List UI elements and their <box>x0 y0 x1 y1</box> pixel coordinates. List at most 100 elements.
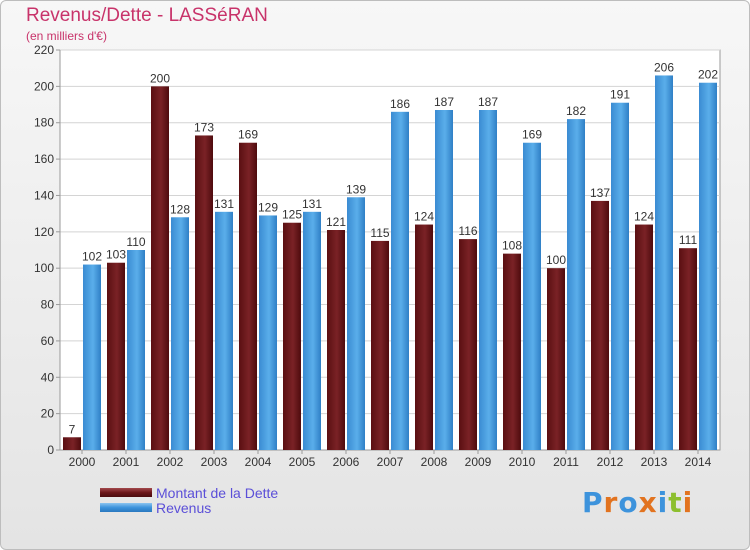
bar-debt <box>239 142 257 450</box>
bar-revenue <box>611 102 629 451</box>
data-label-revenue: 202 <box>698 68 718 82</box>
bar-revenue <box>655 75 673 451</box>
bar-debt <box>415 224 433 450</box>
bar-debt <box>635 224 653 450</box>
logo-letter: P <box>582 486 604 519</box>
y-tick-label: 120 <box>34 225 54 239</box>
x-tick-label: 2001 <box>113 455 140 469</box>
data-label-revenue: 186 <box>390 97 410 111</box>
chart-title: Revenus/Dette - LASSéRAN <box>26 5 268 26</box>
y-tick-label: 200 <box>34 79 54 93</box>
x-tick-label: 2004 <box>245 455 272 469</box>
bar-revenue <box>479 110 497 450</box>
x-tick-label: 2010 <box>509 455 536 469</box>
data-label-revenue: 131 <box>302 197 322 211</box>
data-label-revenue: 102 <box>82 250 102 264</box>
legend-item-debt: Montant de la Dette <box>100 484 279 501</box>
logo-letter: x <box>638 486 658 519</box>
legend-swatch-debt <box>100 488 152 497</box>
proxiti-logo: Proxiti <box>582 486 693 519</box>
x-tick-label: 2012 <box>597 455 624 469</box>
y-tick-label: 40 <box>41 370 55 384</box>
bar-debt <box>371 240 389 450</box>
data-label-revenue: 129 <box>258 200 278 214</box>
logo-letter: t <box>668 486 683 519</box>
data-label-debt: 115 <box>370 226 389 240</box>
data-label-debt: 124 <box>414 210 434 224</box>
logo-letter: i <box>657 486 669 519</box>
bar-debt <box>327 230 345 450</box>
data-label-debt: 108 <box>502 239 522 253</box>
legend-item-revenue: Revenus <box>100 500 278 516</box>
x-tick-label: 2007 <box>377 455 404 469</box>
x-tick-label: 2011 <box>553 455 579 469</box>
data-label-debt: 103 <box>106 248 126 262</box>
data-label-revenue: 187 <box>434 95 454 109</box>
y-tick-label: 80 <box>41 298 55 312</box>
logo-letter: r <box>603 486 619 519</box>
y-tick-label: 180 <box>34 116 54 130</box>
bar-debt <box>195 135 213 451</box>
x-tick-label: 2008 <box>421 455 448 469</box>
data-label-debt: 124 <box>634 210 654 224</box>
bar-debt <box>151 86 169 450</box>
data-label-debt: 173 <box>194 120 214 134</box>
x-tick-label: 2003 <box>201 455 228 469</box>
x-tick-label: 2013 <box>641 455 668 469</box>
bar-revenue <box>435 110 453 450</box>
y-tick-label: 0 <box>47 443 54 457</box>
x-tick-label: 2006 <box>333 455 360 469</box>
bar-revenue <box>699 82 717 451</box>
y-tick-label: 160 <box>34 152 54 166</box>
plot-area <box>59 49 721 451</box>
y-tick-label: 140 <box>34 188 54 202</box>
data-label-revenue: 206 <box>654 60 674 74</box>
data-label-debt: 111 <box>679 233 698 247</box>
y-tick-label: 60 <box>41 334 55 348</box>
bar-revenue <box>171 217 189 450</box>
data-label-debt: 100 <box>546 253 566 267</box>
bar-debt <box>459 239 477 450</box>
x-tick-label: 2005 <box>289 455 316 469</box>
bar-debt <box>283 222 301 450</box>
bar-revenue <box>259 215 277 450</box>
x-tick-label: 2000 <box>69 455 96 469</box>
data-label-debt: 169 <box>238 128 258 142</box>
bar-debt <box>547 268 565 450</box>
data-label-debt: 7 <box>69 422 76 436</box>
data-label-revenue: 191 <box>610 88 630 102</box>
bar-debt <box>63 437 81 450</box>
data-label-revenue: 110 <box>126 235 145 249</box>
data-label-revenue: 182 <box>566 104 586 118</box>
bar-revenue <box>83 264 101 450</box>
x-tick-label: 2002 <box>157 455 184 469</box>
bar-revenue <box>523 142 541 450</box>
data-label-debt: 200 <box>150 71 170 85</box>
bar-revenue <box>127 250 145 450</box>
data-label-revenue: 131 <box>214 197 234 211</box>
bar-revenue <box>567 119 585 450</box>
legend-label-debt: Montant de la Dette <box>156 484 279 501</box>
bar-debt <box>679 248 697 450</box>
bar-debt <box>591 200 609 450</box>
bar-debt <box>107 262 125 450</box>
bar-revenue <box>303 211 321 450</box>
legend: Montant de la Dette Revenus <box>100 484 279 516</box>
data-label-revenue: 169 <box>522 128 542 142</box>
data-label-revenue: 187 <box>478 95 498 109</box>
legend-swatch-revenue <box>100 503 152 512</box>
y-tick-label: 100 <box>34 261 54 275</box>
bar-revenue <box>391 111 409 451</box>
data-label-revenue: 128 <box>170 202 190 216</box>
y-tick-label: 20 <box>41 407 55 421</box>
data-label-debt: 121 <box>326 215 346 229</box>
x-tick-label: 2014 <box>685 455 712 469</box>
bar-revenue <box>347 197 365 450</box>
chart-subtitle: (en milliers d'€) <box>26 29 107 43</box>
logo-letter: i <box>682 486 694 519</box>
logo-letter: o <box>618 486 639 519</box>
x-tick-label: 2009 <box>465 455 492 469</box>
bar-revenue <box>215 211 233 450</box>
data-label-debt: 125 <box>282 208 302 222</box>
